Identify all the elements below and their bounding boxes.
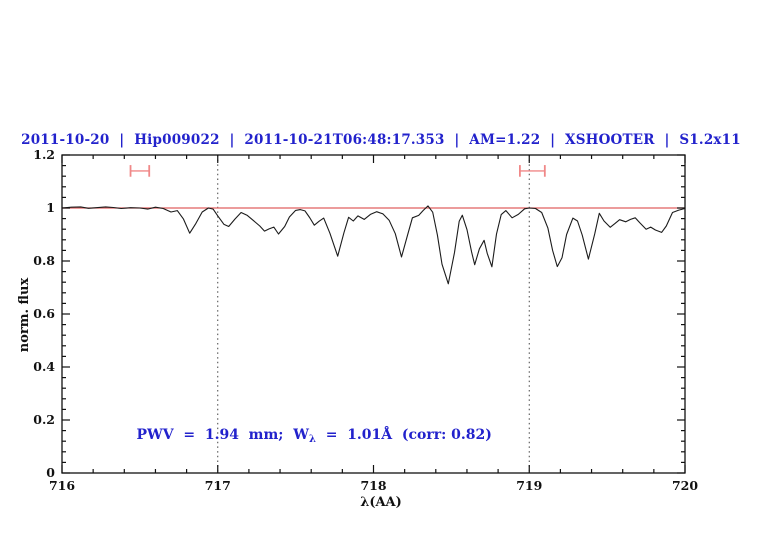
spectrum-line <box>61 205 686 285</box>
y-tick-label: 1.2 <box>33 147 55 162</box>
y-tick-label: 0.8 <box>33 253 55 268</box>
y-tick-label: 1 <box>46 200 55 215</box>
pwv-annotation-text: PWV = 1.94 mm; W <box>136 427 309 443</box>
x-tick-label: 720 <box>672 478 698 493</box>
y-tick-label: 0 <box>46 465 55 480</box>
pwv-annotation-text2: = 1.01Å (corr: 0.82) <box>315 427 492 443</box>
plot-title: 2011-10-20 | Hip009022 | 2011-10-21T06:4… <box>21 132 741 148</box>
pwv-annotation: PWV = 1.94 mm; Wλ = 1.01Å (corr: 0.82) <box>117 411 492 461</box>
x-tick-label: 717 <box>205 478 231 493</box>
x-tick-label: 718 <box>360 478 386 493</box>
x-tick-label: 719 <box>516 478 542 493</box>
pwv-annotation-subscript: λ <box>308 434 316 445</box>
x-axis-label: λ(AA) <box>360 495 402 510</box>
y-tick-label: 0.6 <box>33 306 55 321</box>
y-axis-label: norm. flux <box>17 277 32 353</box>
x-tick-label: 716 <box>49 478 75 493</box>
y-tick-label: 0.2 <box>33 412 55 427</box>
y-tick-label: 0.4 <box>33 359 55 374</box>
